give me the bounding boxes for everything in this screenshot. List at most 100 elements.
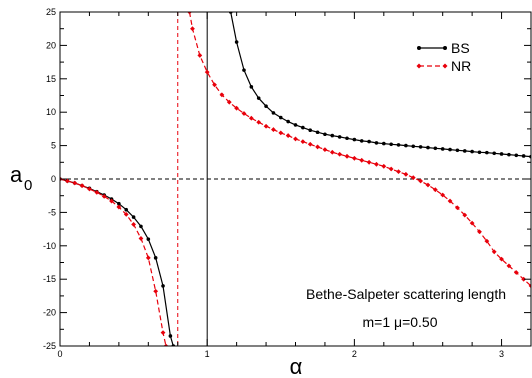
- data-point-nr: [315, 144, 320, 150]
- data-point-nr: [388, 166, 394, 172]
- data-point-bs: [337, 135, 342, 139]
- data-point-nr: [396, 169, 401, 175]
- legend-marker-bs: [443, 46, 447, 50]
- data-point-nr: [300, 139, 306, 144]
- data-point-bs: [234, 40, 239, 44]
- data-point-nr: [374, 161, 379, 167]
- data-point-bs: [256, 96, 261, 100]
- data-point-nr: [138, 236, 144, 241]
- data-point-bs: [293, 123, 298, 127]
- data-point-nr: [521, 276, 527, 282]
- data-point-bs: [345, 136, 349, 141]
- y-tick-label: 5: [51, 141, 56, 151]
- data-point-nr: [226, 99, 232, 105]
- data-point-nr: [197, 53, 203, 58]
- data-point-nr: [337, 151, 343, 157]
- legend: BS NR: [416, 40, 471, 74]
- data-point-nr: [344, 153, 350, 159]
- y-tick-label: -15: [43, 274, 56, 284]
- data-point-nr: [87, 186, 92, 192]
- data-point-nr: [491, 249, 497, 255]
- y-tick-label: 25: [46, 7, 56, 17]
- data-point-nr: [256, 119, 262, 125]
- data-point-bs: [278, 115, 283, 120]
- y-axis-label: a: [10, 162, 23, 187]
- data-point-nr: [278, 130, 284, 136]
- y-axis-label-subscript: 0: [24, 177, 32, 194]
- data-point-bs: [462, 149, 467, 153]
- data-point-nr: [366, 159, 372, 165]
- data-point-bs: [374, 141, 379, 145]
- data-point-nr: [469, 220, 475, 226]
- data-point-nr: [212, 82, 217, 88]
- data-point-bs: [153, 256, 158, 260]
- data-point-bs: [492, 151, 497, 156]
- data-point-nr: [109, 198, 114, 204]
- data-point-bs: [433, 146, 438, 151]
- data-point-bs: [367, 139, 371, 144]
- y-tick-label: 15: [46, 74, 56, 84]
- data-point-nr: [307, 141, 313, 147]
- data-point-nr: [440, 192, 446, 198]
- y-tick-label: 20: [46, 40, 56, 50]
- data-point-nr: [101, 193, 107, 199]
- data-point-bs: [352, 137, 357, 142]
- data-point-nr: [425, 182, 431, 188]
- data-point-nr: [116, 204, 122, 210]
- y-tick-label: -10: [43, 241, 56, 251]
- data-point-bs: [411, 144, 416, 149]
- data-point-nr: [94, 189, 100, 195]
- data-point-nr: [219, 92, 225, 98]
- data-point-nr: [381, 163, 387, 169]
- data-point-nr: [484, 238, 490, 244]
- data-point-bs: [448, 147, 452, 152]
- data-point-bs: [264, 104, 268, 108]
- data-point-bs: [418, 145, 423, 149]
- legend-marker-nr: [442, 63, 448, 69]
- data-point-nr: [455, 205, 460, 211]
- data-point-bs: [485, 150, 489, 155]
- data-point-bs: [404, 143, 408, 148]
- data-point-nr: [131, 222, 136, 227]
- data-point-bs: [271, 111, 276, 115]
- data-point-bs: [146, 237, 151, 241]
- data-point-bs: [323, 132, 327, 137]
- annotation-title: Bethe-Salpeter scattering length: [306, 286, 506, 302]
- data-point-nr: [410, 175, 416, 181]
- data-point-nr: [329, 149, 335, 155]
- data-point-nr: [528, 283, 531, 289]
- data-point-bs: [440, 147, 445, 151]
- data-point-nr: [447, 198, 453, 204]
- legend-label-nr: NR: [451, 58, 471, 74]
- data-point-nr: [513, 270, 519, 275]
- data-point-bs: [426, 145, 430, 150]
- data-point-nr: [285, 133, 291, 138]
- y-tick-label: -20: [43, 308, 56, 318]
- data-point-nr: [462, 212, 468, 218]
- data-point-bs: [168, 334, 173, 338]
- legend-label-bs: BS: [451, 40, 470, 56]
- data-point-nr: [293, 136, 298, 142]
- data-point-nr: [241, 111, 247, 116]
- data-point-bs: [249, 85, 254, 89]
- data-point-bs: [131, 215, 136, 219]
- data-point-nr: [322, 147, 328, 153]
- series-layer: [60, 12, 531, 346]
- data-point-nr: [263, 123, 269, 129]
- data-point-bs: [330, 133, 335, 138]
- data-point-bs: [242, 68, 246, 72]
- data-point-nr: [506, 263, 512, 269]
- data-point-nr: [359, 157, 365, 163]
- data-point-nr: [153, 288, 159, 294]
- data-point-nr: [72, 180, 78, 186]
- x-tick-label: 3: [499, 349, 504, 359]
- data-point-bs: [124, 207, 129, 212]
- data-point-nr: [190, 26, 195, 32]
- data-point-nr: [477, 229, 482, 235]
- data-point-nr: [187, 12, 192, 15]
- data-point-nr: [160, 330, 166, 336]
- data-point-bs: [359, 139, 364, 143]
- data-point-nr: [248, 115, 254, 121]
- y-tick-label: -5: [48, 207, 56, 217]
- data-point-nr: [204, 69, 210, 75]
